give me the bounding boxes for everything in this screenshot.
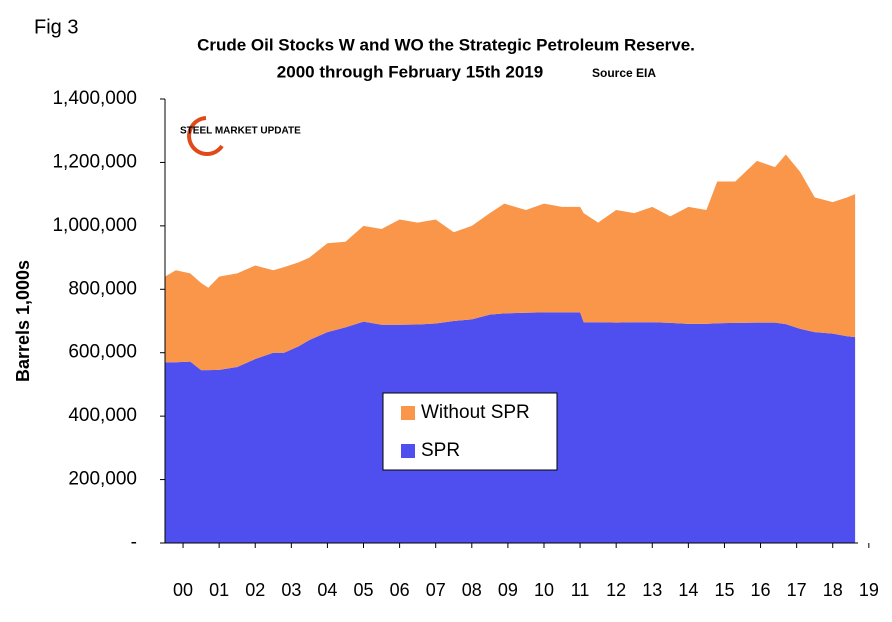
logo: STEEL MARKET UPDATE: [180, 116, 301, 156]
x-tick-label: 02: [245, 580, 265, 600]
y-axis-label: Barrels 1,000s: [13, 260, 33, 382]
x-tick-label: 19: [859, 580, 879, 600]
x-tick-label: 11: [571, 580, 590, 600]
area: [165, 154, 856, 371]
x-tick-label: 05: [354, 580, 374, 600]
x-tick-label: 00: [173, 580, 193, 600]
x-tick-label: 09: [498, 580, 518, 600]
y-tick-label: 400,000: [68, 405, 137, 426]
x-tick-label: 18: [823, 580, 843, 600]
legend-label: Without SPR: [421, 402, 530, 423]
x-tick-label: 03: [281, 580, 301, 600]
x-tick-label: 07: [426, 580, 446, 600]
y-tick-label: -: [131, 532, 137, 553]
legend-label: SPR: [421, 440, 460, 461]
figure-label: Fig 3: [34, 16, 78, 38]
x-tick-label: 16: [751, 580, 771, 600]
legend: Without SPR SPR: [382, 392, 558, 471]
x-tick-label: 06: [390, 580, 410, 600]
x-tick-label: 14: [678, 580, 698, 600]
y-tick-label: 200,000: [68, 469, 137, 490]
source: Source EIA: [592, 66, 656, 80]
legend-swatch: [401, 406, 415, 420]
x-tick-label: 13: [642, 580, 662, 600]
y-tick-label: 800,000: [68, 278, 137, 299]
y-tick-label: 600,000: [68, 342, 137, 363]
x-tick-label: 12: [606, 580, 626, 600]
chart-subtitle: 2000 through February 15th 2019: [277, 62, 543, 81]
y-tick-label: 1,400,000: [52, 88, 137, 109]
legend-swatch: [401, 444, 415, 458]
chart-title: Crude Oil Stocks W and WO the Strategic …: [197, 35, 695, 54]
logo-swoosh: [187, 116, 224, 156]
plot: - 200,000 400,000 600,000 800,000 1,000,000 1,…: [52, 88, 878, 600]
x-tick-label: 10: [534, 580, 554, 600]
y-tick-label: 1,200,000: [52, 151, 137, 172]
x-tick-label: 17: [787, 580, 807, 600]
x-tick-label: 08: [462, 580, 482, 600]
x-tick-label: 01: [209, 580, 229, 600]
logo-text: STEEL MARKET UPDATE: [180, 126, 301, 137]
x-tick-label: 04: [317, 580, 337, 600]
x-tick-label: 15: [714, 580, 734, 600]
y-tick-label: 1,000,000: [52, 215, 137, 236]
